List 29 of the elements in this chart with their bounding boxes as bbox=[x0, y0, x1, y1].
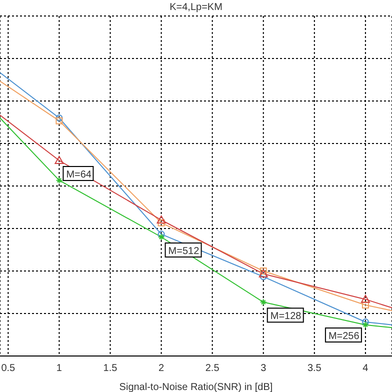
annotation: M=64 bbox=[66, 170, 92, 180]
point bbox=[56, 176, 63, 184]
x-tick-label: 2.5 bbox=[205, 363, 220, 374]
point bbox=[362, 321, 369, 328]
x-tick-label: 0.5 bbox=[1, 363, 16, 374]
point bbox=[260, 298, 267, 306]
point bbox=[362, 318, 369, 326]
point bbox=[258, 269, 268, 278]
point bbox=[158, 219, 165, 226]
annotation: M=512 bbox=[168, 246, 200, 257]
point bbox=[54, 156, 64, 164]
x-tick-label: 1.5 bbox=[103, 363, 118, 374]
annotation: M=256 bbox=[328, 331, 360, 342]
x-tick-label: 2 bbox=[158, 363, 165, 374]
point bbox=[362, 302, 369, 308]
point bbox=[158, 234, 165, 240]
annotation: M=128 bbox=[270, 311, 302, 322]
point bbox=[56, 117, 63, 124]
x-tick-label: 3.5 bbox=[307, 363, 322, 374]
x-axis-title: Signal-to-Noise Ratio(SNR) in [dB] bbox=[119, 382, 273, 392]
x-tick-label: 4 bbox=[362, 363, 369, 374]
x-tick-label: 1 bbox=[56, 363, 62, 374]
point bbox=[360, 294, 370, 303]
point bbox=[260, 268, 267, 274]
chart-title: K=4,Lp=KM bbox=[168, 2, 224, 13]
point bbox=[56, 114, 63, 122]
point bbox=[260, 273, 267, 280]
x-tick-label: 3 bbox=[260, 363, 267, 374]
point bbox=[156, 216, 166, 224]
